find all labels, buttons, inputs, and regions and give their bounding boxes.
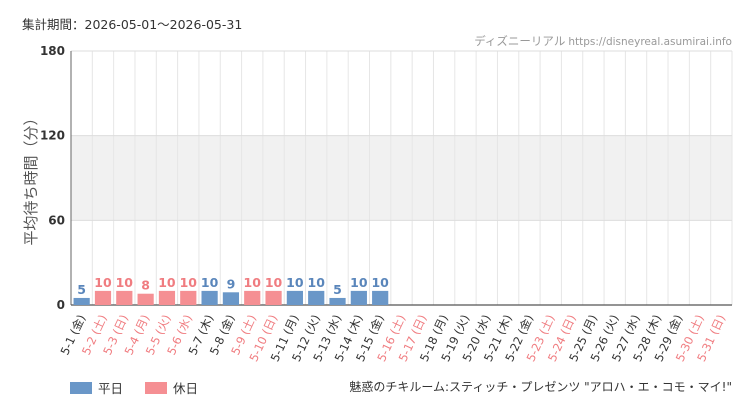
chart-shaded-band <box>71 135 732 221</box>
bar-value-label: 5 <box>77 282 86 297</box>
bar <box>73 297 90 305</box>
bar <box>350 290 367 305</box>
bar-value-label: 5 <box>333 282 342 297</box>
bar-value-label: 10 <box>244 275 262 290</box>
bar <box>201 290 218 305</box>
period-label: 集計期間：2026-05-01〜2026-05-31 <box>22 17 243 32</box>
bar <box>180 290 197 305</box>
source-url[interactable]: https://disneyreal.asumirai.info <box>568 36 732 48</box>
bar-value-label: 10 <box>201 275 219 290</box>
y-tick-label: 0 <box>57 298 65 312</box>
y-tick-label: 60 <box>48 213 65 227</box>
y-tick-label: 120 <box>40 129 65 143</box>
bar <box>265 290 282 305</box>
legend-swatch-holiday <box>145 381 168 394</box>
legend-item-weekday: 平日 <box>70 378 123 397</box>
bar-value-label: 10 <box>180 275 198 290</box>
bar-value-label: 10 <box>158 275 176 290</box>
legend-item-holiday: 休日 <box>145 378 198 397</box>
bar <box>137 293 154 305</box>
y-tick-label: 180 <box>40 44 65 58</box>
bar <box>329 297 346 305</box>
bar-value-label: 9 <box>227 276 236 291</box>
bar <box>116 290 133 305</box>
bar-value-label: 10 <box>308 275 326 290</box>
chart-legend: 平日 休日 <box>70 378 198 397</box>
bar <box>244 290 261 305</box>
bar-value-label: 10 <box>371 275 389 290</box>
bar <box>222 292 240 305</box>
bar <box>286 290 303 305</box>
bar-value-label: 10 <box>265 275 283 290</box>
attraction-title: 魅惑のチキルーム:スティッチ・プレゼンツ "アロハ・エ・コモ・マイ!" <box>349 380 732 394</box>
bar-value-label: 10 <box>286 275 304 290</box>
legend-swatch-weekday <box>70 381 92 394</box>
bar-value-label: 10 <box>116 275 134 290</box>
bar <box>372 290 389 305</box>
legend-label-weekday: 平日 <box>98 381 124 396</box>
source-site-name: ディズニーリアル <box>474 34 566 48</box>
bar <box>158 290 176 305</box>
bar <box>94 290 112 305</box>
y-axis-title: 平均待ち時間（分） <box>22 110 40 245</box>
bar-value-label: 10 <box>350 275 368 290</box>
bar-value-label: 8 <box>141 278 150 293</box>
bar <box>308 290 325 305</box>
legend-label-holiday: 休日 <box>173 381 199 396</box>
source-credit[interactable]: ディズニーリアル https://disneyreal.asumirai.info <box>474 33 732 49</box>
bar-value-label: 10 <box>94 275 112 290</box>
